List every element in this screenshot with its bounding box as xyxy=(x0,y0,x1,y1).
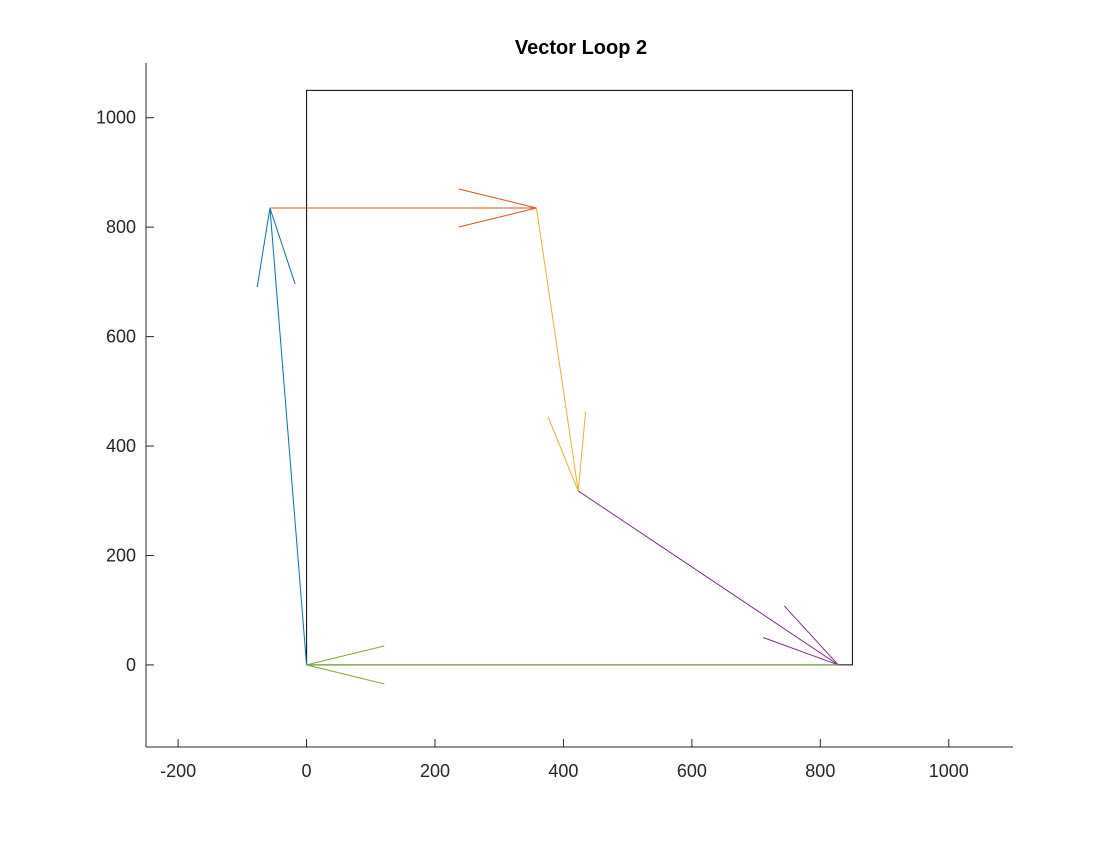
vector-5 xyxy=(306,645,839,685)
x-tick-label: -200 xyxy=(160,761,196,781)
plot-area xyxy=(256,89,853,685)
vector-shaft xyxy=(535,207,579,491)
x-tick-label: 400 xyxy=(548,761,578,781)
vector-arrowhead-a xyxy=(783,605,839,666)
axes: -200 0 200 400 600 800 1000 0 200 400 600 800 1000 xyxy=(96,63,1013,781)
vector-1 xyxy=(256,207,308,665)
vector-arrowhead-b xyxy=(269,207,296,285)
x-tick-label: 600 xyxy=(677,761,707,781)
y-tick-label: 1000 xyxy=(96,108,136,128)
vector-shaft xyxy=(577,490,839,666)
vector-arrowhead-b xyxy=(306,645,385,666)
vector-3 xyxy=(535,207,587,492)
x-tick-label: 1000 xyxy=(929,761,969,781)
y-tick-label: 600 xyxy=(106,327,136,347)
outline-box xyxy=(306,89,853,666)
chart-title: Vector Loop 2 xyxy=(515,37,647,59)
x-tick-label: 800 xyxy=(805,761,835,781)
vector-arrowhead-a xyxy=(458,188,537,209)
y-tick-label: 200 xyxy=(106,545,136,565)
vector-arrowhead-a xyxy=(256,207,271,288)
y-tick-label: 400 xyxy=(106,436,136,456)
vector-2 xyxy=(269,188,537,228)
vector-arrowhead-a xyxy=(306,664,385,685)
vector-arrowhead-a xyxy=(577,411,587,491)
vector-shaft xyxy=(269,207,308,665)
y-tick-label: 800 xyxy=(106,217,136,237)
x-tick-label: 200 xyxy=(420,761,450,781)
y-tick-label: 0 xyxy=(126,655,136,675)
vector-arrowhead-b xyxy=(762,637,839,666)
vector-arrowhead-b xyxy=(547,416,579,492)
vector-arrowhead-b xyxy=(458,207,537,228)
vector-4 xyxy=(577,490,839,666)
x-tick-label: 0 xyxy=(302,761,312,781)
